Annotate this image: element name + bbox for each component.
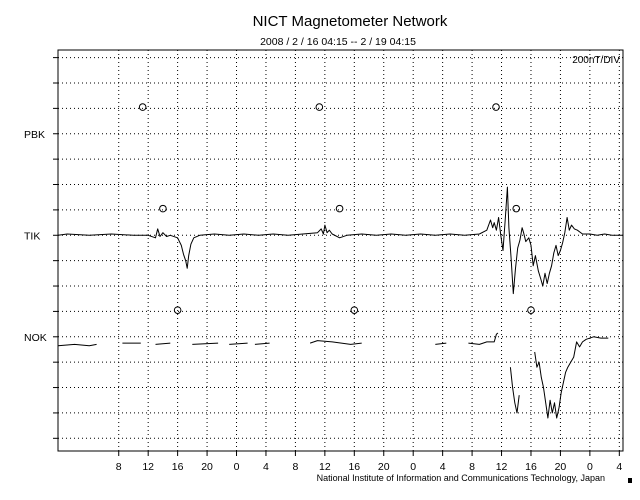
series-line-tik [57,186,623,295]
x-tick-label: 12 [496,461,508,473]
x-tick-label: 8 [469,461,475,473]
grid [53,50,623,456]
credit-text: National Institute of Information and Co… [317,473,605,483]
midnight-marker-pbk [492,103,500,111]
midnight-marker-pbk [138,103,147,111]
station-label-nok: NOK [24,332,47,344]
x-tick-label: 16 [525,461,537,473]
station-label-pbk: PBK [24,129,45,141]
x-tick-label: 20 [378,461,390,473]
x-tick-label: 4 [263,461,269,473]
midnight-marker-nok [527,306,535,314]
x-tick-label: 16 [172,461,184,473]
midnight-marker-nok [173,306,182,314]
plot-frame [57,49,624,452]
station-labels: PBK TIK NOK [24,129,47,344]
midnight-markers [138,103,535,314]
chart-title: NICT Magnetometer Network [253,13,448,30]
x-tick-label: 4 [440,461,446,473]
series-traces [57,186,623,419]
x-tick-label: 8 [116,461,122,473]
midnight-marker-tik [335,204,344,213]
x-tick-label: 12 [319,461,331,473]
x-tick-label: 8 [292,461,298,473]
midnight-marker-tik [159,204,167,213]
midnight-marker-pbk [315,103,324,111]
x-tick-label: 0 [410,461,416,473]
midnight-marker-nok [350,306,359,314]
x-tick-label: 20 [201,461,213,473]
x-tick-label: 20 [555,461,567,473]
scale-label: 200nT/DIV [572,55,620,66]
x-tick-labels: 8 12 16 20 0 4 8 12 16 20 0 4 8 12 16 20 0 4 [116,461,623,473]
chart-subtitle: 2008 / 2 / 16 04:15 -- 2 / 19 04:15 [260,36,416,48]
x-tick-label: 4 [616,461,622,473]
x-tick-label: 16 [348,461,360,473]
series-line-nok [57,332,609,419]
midnight-marker-tik [512,204,521,213]
x-tick-label: 12 [142,461,154,473]
x-tick-label: 0 [587,461,593,473]
x-tick-label: 0 [234,461,240,473]
station-label-tik: TIK [24,230,40,242]
corner-mark [628,478,632,483]
